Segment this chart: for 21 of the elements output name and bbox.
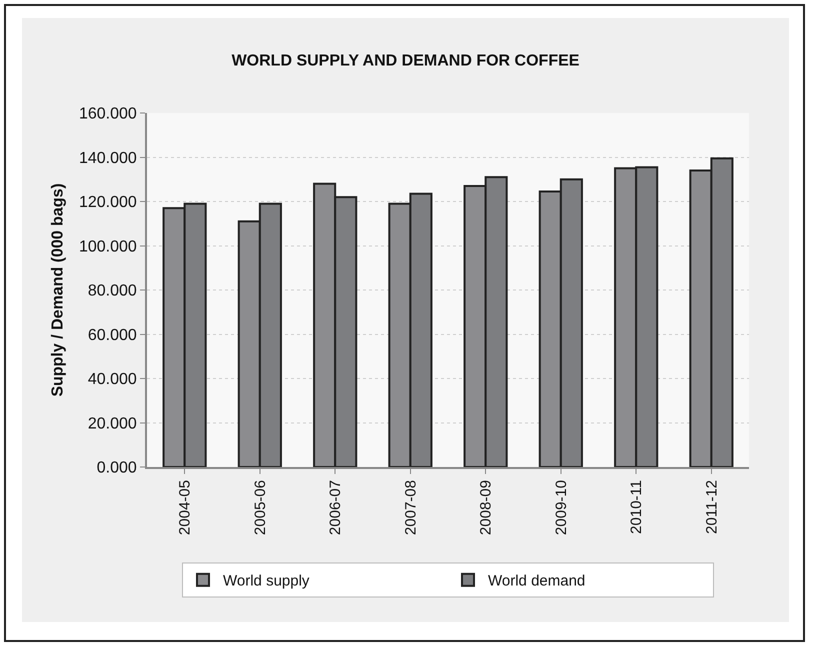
legend-label: World demand xyxy=(488,572,586,590)
x-tick-label: 2008-09 xyxy=(478,480,495,536)
legend-label: World supply xyxy=(223,572,310,590)
x-tick-label: 2004-05 xyxy=(176,480,194,536)
y-tick-label: 40.000 xyxy=(88,371,137,388)
y-tick-label: 100.000 xyxy=(78,238,137,256)
y-tick-label: 0.000 xyxy=(96,460,137,477)
x-tick-label: 2005-06 xyxy=(252,480,269,536)
y-axis-title: Supply / Demand (000 bags) xyxy=(49,183,66,397)
chart-title: WORLD SUPPLY AND DEMAND FOR COFFEE xyxy=(232,52,580,70)
y-tick-label: 80.000 xyxy=(88,282,137,300)
x-tick-label: 2007-08 xyxy=(402,480,420,536)
y-tick-label: 20.000 xyxy=(88,415,137,432)
x-tick-label: 2010-11 xyxy=(628,480,646,534)
y-tick-label: 60.000 xyxy=(88,326,137,344)
y-tick-label: 120.000 xyxy=(78,194,137,212)
y-tick-label: 160.000 xyxy=(78,106,137,123)
x-tick-label: 2011-12 xyxy=(703,480,720,534)
x-tick-label: 2009-10 xyxy=(552,480,570,536)
y-tick-label: 140.000 xyxy=(78,150,137,167)
x-tick-label: 2006-07 xyxy=(327,480,344,536)
